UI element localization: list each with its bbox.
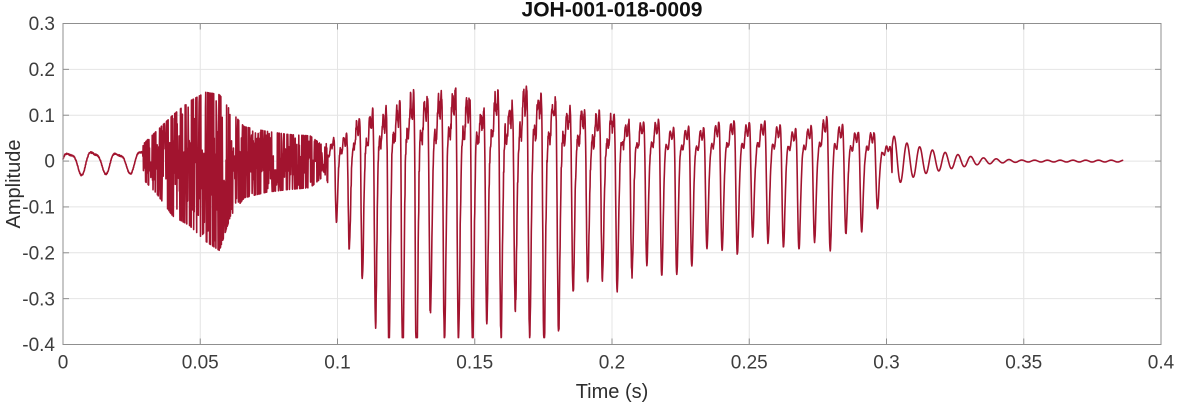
x-tick-label: 0.3 — [873, 353, 899, 374]
x-tick-label: 0.05 — [182, 353, 219, 374]
y-tick-labels: -0.4 -0.3 -0.2 -0.1 0 0.1 0.2 0.3 — [22, 14, 55, 356]
x-tick-label: 0.1 — [324, 353, 350, 374]
x-tick-label: 0.4 — [1148, 353, 1175, 374]
x-axis-label: Time (s) — [576, 381, 649, 403]
x-tick-labels: 0 0.05 0.1 0.15 0.2 0.25 0.3 0.35 0.4 — [58, 353, 1175, 374]
x-tick-label: 0 — [58, 353, 69, 374]
y-tick-label: -0.2 — [22, 243, 55, 264]
plot-border — [62, 23, 1162, 345]
y-tick-label: 0.2 — [29, 60, 55, 81]
y-tick-label: 0.3 — [29, 14, 55, 35]
x-tick-label: 0.15 — [456, 353, 493, 374]
y-axis-label: Amplitude — [3, 140, 25, 229]
x-tick-label: 0.25 — [731, 353, 768, 374]
waveform-line — [62, 85, 1124, 339]
y-tick-label: -0.3 — [22, 289, 55, 310]
y-tick-label: -0.4 — [22, 335, 55, 356]
y-tick-label: 0 — [44, 152, 55, 173]
y-tick-label: -0.1 — [22, 198, 55, 219]
chart-title: JOH-001-018-0009 — [522, 0, 703, 22]
y-tick-label: 0.1 — [29, 106, 55, 127]
x-tick-label: 0.35 — [1005, 353, 1042, 374]
x-tick-label: 0.2 — [599, 353, 625, 374]
